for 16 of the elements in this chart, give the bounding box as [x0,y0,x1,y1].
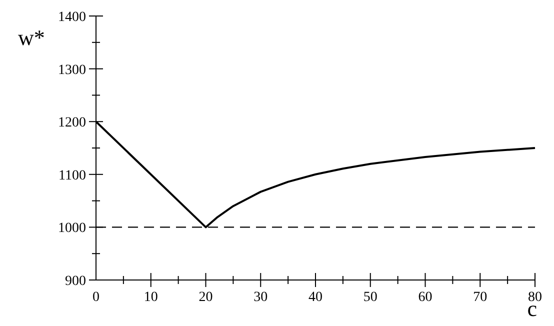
x-tick-label: 10 [144,290,158,305]
x-tick-label: 30 [254,290,268,305]
x-tick-label: 60 [418,290,432,305]
x-tick-label: 0 [92,290,100,305]
y-tick-label: 1000 [58,221,86,236]
y-tick-label: 1300 [58,62,86,78]
y-tick-label: 900 [65,274,86,289]
y-axis-title: w* [18,25,45,50]
x-tick-label: 70 [473,290,488,305]
x-tick-label: 50 [363,290,378,305]
y-tick-label: 1400 [58,10,86,25]
x-tick-label: 20 [198,290,213,305]
x-tick-label: 40 [308,290,322,305]
x-tick-label: 80 [528,290,542,305]
y-tick-label: 1200 [58,116,86,131]
y-tick-label: 1100 [58,168,86,184]
